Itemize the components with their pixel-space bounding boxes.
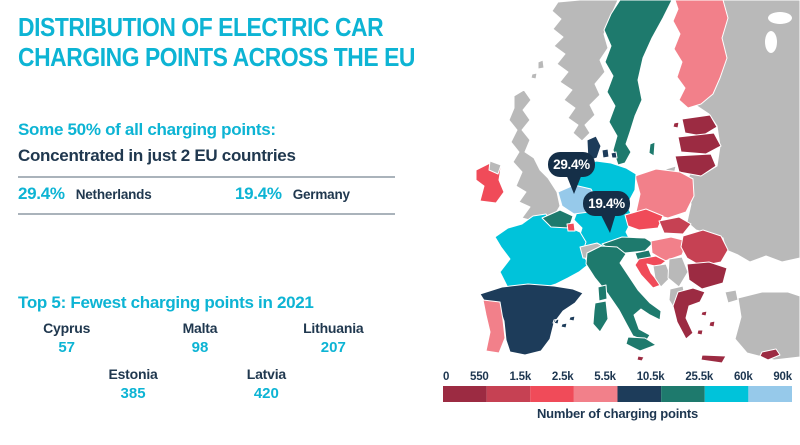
top5-row-1: Cyprus 57 Malta 98 Lithuania 207 (0, 320, 400, 356)
island-sardinia (592, 300, 609, 333)
country-belgium (541, 209, 574, 229)
top5-heading: Top 5: Fewest charging points in 2021 (18, 293, 314, 312)
country-italy (585, 245, 662, 342)
top5-country: Latvia (246, 366, 286, 382)
legend-caption: Number of charging points (536, 406, 699, 421)
legend-tick: 550 (470, 371, 489, 383)
top5-item-malta: Malta 98 (133, 320, 266, 356)
country-poland (634, 168, 695, 219)
legend-tick: 10.5k (636, 371, 665, 383)
legend-segment-25.5k-60k (704, 386, 749, 402)
country-romania (680, 229, 729, 267)
stat-germany: 19.4% Germany (235, 184, 350, 204)
country-slovakia (658, 216, 692, 235)
top5-value: 420 (253, 385, 279, 402)
country-norway (551, 0, 619, 142)
country-bulgaria (686, 261, 728, 290)
top5-value: 207 (320, 339, 346, 356)
country-spain (479, 283, 584, 356)
legend-segment-1.5k-2.5k (530, 386, 574, 402)
page-title-line1: DISTRIBUTION OF ELECTRIC CAR (18, 12, 384, 42)
top5-country: Estonia (108, 366, 158, 382)
island-sicily (625, 336, 657, 352)
callout-netherlands-tail (566, 174, 582, 194)
country-serbia (667, 256, 689, 288)
page-title-line2: CHARGING POINTS ACROSS THE EU (18, 42, 416, 73)
callout-germany: 19.4% (583, 191, 630, 233)
legend-segment-2.5k-5.5k (573, 386, 618, 402)
legend-tick: 60k (733, 371, 753, 383)
top5-item-cyprus: Cyprus 57 (0, 320, 133, 356)
country-luxembourg (566, 222, 576, 232)
white-sea (768, 12, 792, 24)
country-czechia (624, 208, 664, 231)
region-northern-ireland (488, 160, 502, 175)
legend-tick: 1.5k (509, 371, 532, 383)
top5-row-2: Estonia 385 Latvia 420 (0, 366, 400, 402)
top5-value: 57 (58, 339, 75, 356)
country-estonia (672, 114, 718, 137)
legend-color-bar (443, 386, 792, 402)
top5-country: Lithuania (303, 320, 364, 336)
top5-item-latvia: Latvia 420 (200, 366, 333, 402)
legend-tick: 5.5k (594, 371, 616, 383)
country-lithuania (674, 153, 717, 177)
stat-value-germany: 19.4% (235, 184, 282, 203)
callout-germany-tail (600, 213, 616, 233)
stat-label-netherlands: Netherlands (75, 187, 152, 202)
legend-tick-labels: 0 550 1.5k 2.5k 5.5k 10.5k 25.5k 60k 90k (443, 371, 792, 383)
legend-tick: 2.5k (551, 371, 574, 383)
country-latvia (677, 132, 722, 155)
stats-heading-cyan: Some 50% of all charging points: (18, 120, 276, 139)
country-turkey (724, 289, 800, 361)
top5-item-lithuania: Lithuania 207 (267, 320, 400, 356)
legend-segment-60k-90k (748, 386, 792, 402)
top5-value: 98 (191, 339, 209, 356)
stat-label-germany: Germany (292, 187, 350, 202)
europe-choropleth-map: 29.4% 19.4% (475, 0, 800, 364)
top5-country: Cyprus (43, 320, 91, 336)
stats-heading-navy: Concentrated in just 2 EU countries (18, 146, 296, 165)
map-legend: 0 550 1.5k 2.5k 5.5k 10.5k 25.5k 60k 90k… (443, 371, 792, 421)
legend-tick: 90k (773, 371, 792, 383)
callout-netherlands-label: 29.4% (553, 157, 590, 172)
country-finland (672, 0, 729, 109)
country-malta (636, 355, 645, 362)
country-cyprus (759, 348, 781, 361)
island-gotland (648, 141, 656, 157)
country-portugal (482, 299, 506, 354)
legend-segment-0-550 (443, 386, 487, 402)
top5-value: 385 (120, 385, 146, 402)
divider-bottom (18, 213, 395, 215)
legend-segment-550-1.5k (486, 386, 531, 402)
country-croatia (634, 255, 667, 289)
country-france (494, 213, 590, 292)
callout-germany-bubble (583, 191, 630, 216)
legend-segment-5.5k-10.5k (617, 386, 662, 402)
divider-top (18, 176, 395, 178)
legend-tick: 25.5k (685, 371, 714, 383)
stat-netherlands: 29.4% Netherlands (18, 184, 152, 204)
country-bosnia (652, 263, 672, 288)
stats-row: 29.4% Netherlands 19.4% Germany (18, 184, 395, 210)
country-sweden (603, 0, 673, 166)
top5-country: Malta (182, 320, 218, 336)
stat-value-netherlands: 29.4% (18, 184, 65, 203)
island-corsica (597, 284, 608, 302)
country-hungary (650, 236, 688, 262)
shetland-islands (530, 59, 545, 80)
top5-item-estonia: Estonia 385 (66, 366, 199, 402)
callout-germany-label: 19.4% (588, 196, 625, 211)
callout-netherlands: 29.4% (548, 152, 595, 194)
callout-netherlands-bubble (548, 152, 595, 177)
legend-tick: 0 (443, 371, 450, 383)
country-greece (672, 287, 727, 364)
legend-segment-10.5k-25.5k (661, 386, 705, 402)
page-title: DISTRIBUTION OF ELECTRIC CAR CHARGING PO… (18, 12, 415, 73)
lake-onega (765, 31, 777, 53)
